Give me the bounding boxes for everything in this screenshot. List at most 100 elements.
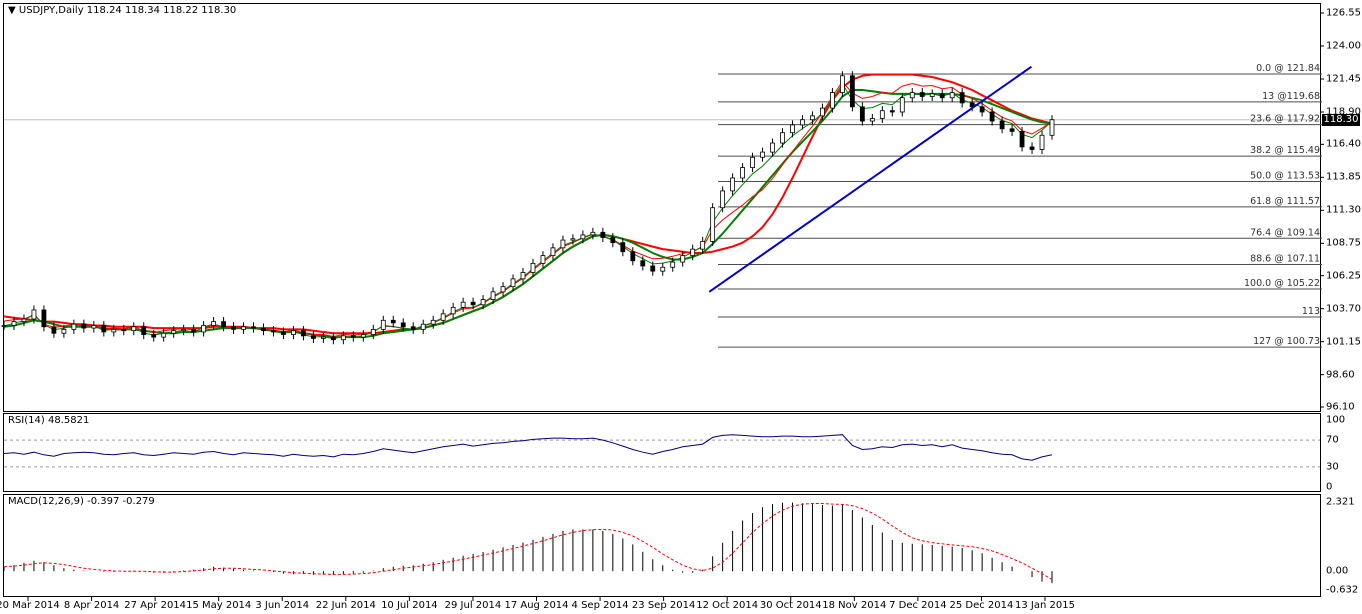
candle-body bbox=[979, 106, 985, 113]
candle-body bbox=[430, 319, 436, 325]
date-tick-label: 25 Dec 2014 bbox=[949, 600, 1014, 611]
candle-body bbox=[830, 92, 835, 109]
current-price-tag: 118.30 bbox=[1322, 113, 1360, 126]
candle-body bbox=[301, 330, 306, 337]
symbol-label: USDJPY,Daily bbox=[18, 5, 84, 16]
candle-body bbox=[231, 326, 236, 330]
candle-body bbox=[31, 309, 37, 320]
candle-body bbox=[919, 92, 925, 97]
fib-level-label: 113 bbox=[1302, 306, 1320, 317]
candle-body bbox=[510, 278, 516, 288]
candle-body bbox=[450, 306, 456, 315]
candle-body bbox=[350, 335, 356, 338]
candle-body bbox=[590, 231, 596, 236]
price-tick-label: 96.10 bbox=[1326, 401, 1355, 413]
candle-body bbox=[710, 207, 716, 242]
date-tick-label: 18 Nov 2014 bbox=[822, 600, 887, 611]
candle-body bbox=[251, 326, 256, 329]
candle-body bbox=[91, 325, 97, 329]
macd-signal-line bbox=[3, 503, 1053, 580]
date-tick-label: 17 Aug 2014 bbox=[504, 600, 569, 611]
candle-body bbox=[11, 321, 17, 326]
date-tick-label: 20 Mar 2014 bbox=[0, 600, 60, 611]
date-tick-label: 7 Dec 2014 bbox=[889, 600, 947, 611]
candle-body bbox=[580, 234, 586, 240]
fib-level-label: 13 @119.68 bbox=[1262, 91, 1320, 102]
price-tick-label: 101.15 bbox=[1326, 336, 1361, 348]
price-tick-label: 121.45 bbox=[1326, 73, 1361, 85]
candle-body bbox=[460, 301, 466, 308]
candle-body bbox=[550, 247, 556, 257]
candle-body bbox=[840, 75, 845, 93]
candle-body bbox=[660, 266, 666, 272]
candle-body bbox=[640, 260, 646, 267]
candle-body bbox=[281, 331, 286, 335]
candle-body bbox=[869, 118, 875, 122]
trendline bbox=[708, 65, 1033, 293]
candle-body bbox=[929, 93, 935, 97]
ohlc-values: 118.24 118.34 118.22 118.30 bbox=[86, 5, 237, 16]
price-tick-label: 111.30 bbox=[1326, 204, 1361, 216]
candle-body bbox=[849, 75, 855, 108]
candle-body bbox=[610, 237, 616, 244]
fib-level-label: 50.0 @ 113.53 bbox=[1250, 170, 1320, 181]
candle-body bbox=[21, 318, 27, 323]
date-tick-label: 4 Sep 2014 bbox=[571, 600, 629, 611]
fib-level-label: 76.4 @ 109.14 bbox=[1250, 227, 1320, 238]
macd-pane[interactable]: MACD(12,26,9) -0.397 -0.279 bbox=[3, 494, 1321, 597]
candle-body bbox=[650, 265, 656, 272]
fib-level-label: 23.6 @ 117.92 bbox=[1250, 114, 1320, 125]
candle-body bbox=[989, 111, 995, 122]
macd-tick-label: -0.632 bbox=[1326, 584, 1359, 596]
rsi-tick-label: 70 bbox=[1326, 434, 1339, 446]
price-tick-label: 126.55 bbox=[1326, 7, 1361, 19]
candle-body bbox=[320, 336, 326, 339]
candle-body bbox=[969, 102, 975, 108]
rsi-title: RSI(14) 48.5821 bbox=[8, 415, 90, 426]
candle-body bbox=[800, 119, 805, 126]
date-tick-label: 29 Jul 2014 bbox=[444, 600, 502, 611]
candle-body bbox=[211, 321, 217, 326]
ma-red-line bbox=[3, 73, 1053, 335]
price-tick-label: 103.70 bbox=[1326, 303, 1361, 315]
candle-body bbox=[690, 248, 696, 257]
candle-body bbox=[370, 328, 376, 335]
price-tick-label: 116.40 bbox=[1326, 138, 1361, 150]
candle-body bbox=[909, 92, 915, 99]
price-tick-label: 108.75 bbox=[1326, 237, 1361, 249]
candle-body bbox=[1, 325, 7, 327]
candle-body bbox=[820, 107, 825, 117]
price-tick-label: 106.25 bbox=[1326, 270, 1361, 282]
candle-body bbox=[41, 309, 47, 328]
candle-body bbox=[330, 336, 336, 341]
candle-body bbox=[261, 327, 266, 332]
rsi-pane[interactable]: RSI(14) 48.5821 bbox=[3, 413, 1321, 492]
candle-body bbox=[380, 319, 386, 330]
candle-body bbox=[760, 151, 765, 158]
date-tick-label: 30 Oct 2014 bbox=[759, 600, 822, 611]
candle-body bbox=[271, 330, 276, 333]
candle-body bbox=[700, 240, 706, 250]
macd-title: MACD(12,26,9) -0.397 -0.279 bbox=[8, 496, 155, 507]
triangle-down-icon[interactable]: ▼ bbox=[8, 5, 16, 16]
candle-body bbox=[630, 251, 636, 262]
rsi-tick-label: 100 bbox=[1326, 414, 1346, 426]
candle-body bbox=[600, 231, 606, 238]
date-tick-label: 3 Jun 2014 bbox=[255, 600, 310, 611]
candle-body bbox=[939, 93, 945, 99]
candle-body bbox=[61, 328, 67, 334]
fib-level-label: 38.2 @ 115.49 bbox=[1250, 145, 1320, 156]
price-tick-label: 118.90 bbox=[1326, 106, 1361, 118]
price-tick-label: 124.00 bbox=[1326, 40, 1361, 52]
fib-level-label: 100.0 @ 105.22 bbox=[1244, 278, 1320, 289]
date-tick-label: 27 Apr 2014 bbox=[124, 600, 187, 611]
date-tick-label: 12 Oct 2014 bbox=[696, 600, 759, 611]
candle-body bbox=[790, 124, 795, 134]
price-chart-pane[interactable]: ▼ USDJPY,Daily 118.24 118.34 118.22 118.… bbox=[3, 3, 1321, 412]
candle-body bbox=[81, 323, 87, 329]
candle-body bbox=[420, 323, 426, 330]
fib-level-label: 127 @ 100.73 bbox=[1253, 336, 1320, 347]
candle-body bbox=[480, 299, 486, 306]
candle-body bbox=[161, 332, 167, 338]
